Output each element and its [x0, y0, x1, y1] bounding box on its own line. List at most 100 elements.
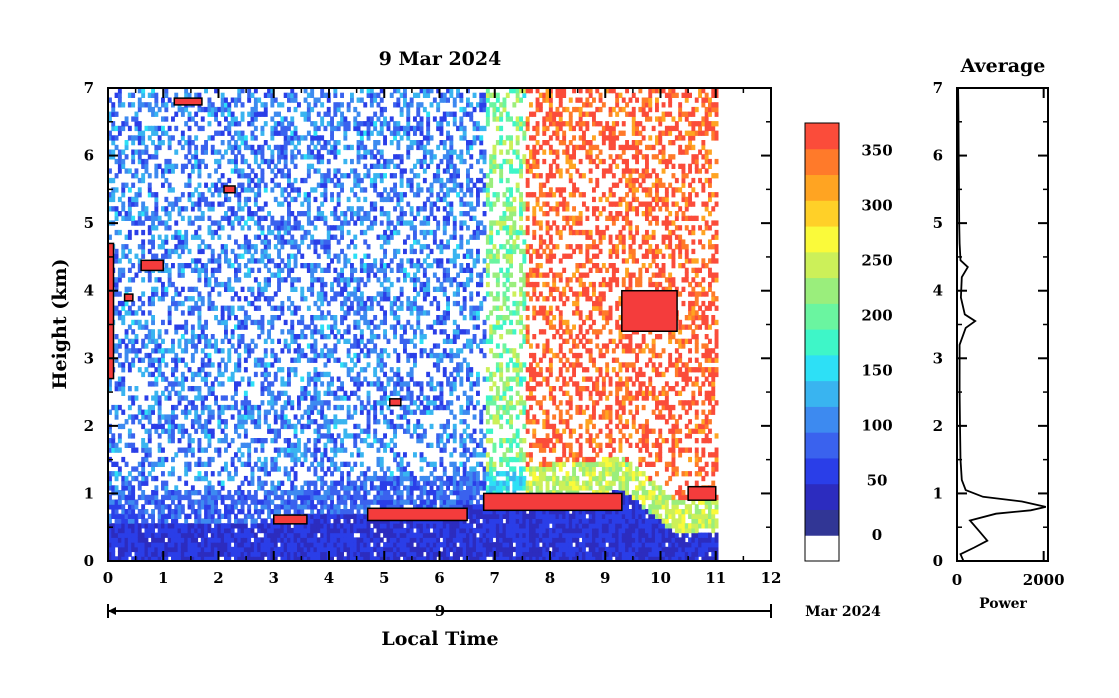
- heat-cell-4012: [376, 92, 381, 98]
- heat-cell-3126: [320, 480, 325, 486]
- heat-cell-2178: [257, 334, 262, 340]
- heat-cell-2621: [287, 395, 291, 401]
- heat-cell-2972: [310, 395, 315, 401]
- heat-cell-4086: [383, 485, 387, 491]
- heat-cell-2631: [287, 272, 291, 278]
- heat-cell-1041: [177, 244, 182, 250]
- heat-cell-1226: [190, 258, 195, 264]
- heat-cell-2001: [243, 201, 248, 207]
- heat-cell-4350: [399, 381, 404, 387]
- heat-cell-3666: [353, 106, 358, 113]
- heat-cell-1851: [234, 144, 238, 151]
- heat-cell-2190: [257, 220, 262, 226]
- heat-cell-1349: [200, 542, 205, 548]
- heat-cell-4906: [439, 551, 444, 557]
- heat-cell-2542: [280, 144, 285, 151]
- heat-cell-4625: [419, 523, 424, 529]
- heat-cell-2264: [263, 480, 268, 486]
- heat-cell-128: [114, 334, 119, 340]
- heat-cell-2180: [257, 319, 262, 326]
- heat-cell-3347: [333, 419, 338, 425]
- heat-cell-1706: [224, 258, 228, 264]
- heat-cell-1744: [227, 315, 232, 321]
- heat-cell-4599: [416, 267, 421, 273]
- heat-cell-4004: [376, 173, 381, 179]
- heat-cell-2941: [306, 154, 311, 160]
- heat-cell-2081: [250, 381, 255, 387]
- heat-cell-3653: [353, 253, 358, 259]
- heat-cell-617: [147, 92, 152, 98]
- heat-cell-1462: [207, 433, 212, 439]
- heat-cell-2922: [306, 357, 311, 363]
- heat-cell-2100: [250, 130, 255, 136]
- heat-cell-4527: [413, 523, 417, 529]
- heat-cell-1302: [197, 456, 202, 463]
- heat-cell-766: [157, 144, 162, 151]
- heat-cell-1229: [190, 206, 195, 212]
- heat-cell-1444: [207, 546, 212, 553]
- heat-cell-4336: [399, 499, 404, 505]
- heat-cell-1854: [234, 121, 238, 127]
- heat-cell-4062: [379, 163, 384, 169]
- heat-cell-692: [154, 381, 159, 387]
- heat-cell-3366: [333, 215, 338, 221]
- heat-cell-1740: [227, 357, 232, 363]
- heat-cell-1729: [227, 518, 232, 524]
- heat-cell-2058: [247, 97, 252, 103]
- heat-cell-2430: [273, 305, 278, 311]
- heat-cell-4194: [389, 423, 394, 430]
- heat-cell-4665: [419, 140, 424, 146]
- heat-cell-315: [127, 362, 132, 368]
- heat-cell-2978: [310, 329, 315, 335]
- heat-cell-3023: [313, 428, 318, 434]
- heat-cell-4361: [399, 258, 404, 264]
- heat-cell-1743: [227, 338, 232, 344]
- heat-cell-3532: [346, 527, 351, 534]
- heat-cell-3341: [333, 461, 338, 467]
- heat-cell-3767: [359, 140, 364, 146]
- heat-cell-133: [114, 281, 119, 288]
- heat-cell-3193: [323, 419, 328, 425]
- heat-cell-495: [141, 438, 146, 444]
- heat-cell-4750: [426, 286, 431, 292]
- heat-cell-1863: [237, 532, 242, 538]
- heat-cell-2144: [253, 158, 258, 165]
- heat-cell-2198: [257, 149, 262, 155]
- heat-cell-2381: [270, 229, 275, 236]
- heat-cell-4784: [429, 490, 434, 496]
- heat-cell-906: [167, 187, 172, 193]
- heat-cell-1757: [227, 177, 232, 184]
- heat-cell-4993: [442, 267, 447, 273]
- heat-cell-528: [144, 556, 149, 561]
- heat-cell-4269: [393, 88, 397, 94]
- heat-cell-3705: [356, 211, 361, 217]
- heat-cell-252: [124, 537, 129, 543]
- heat-cell-1686: [224, 504, 228, 510]
- heat-cell-3330: [333, 532, 338, 538]
- heat-cell-3235: [326, 494, 331, 501]
- heat-cell-4057: [379, 206, 384, 212]
- heat-cell-1487: [207, 206, 212, 212]
- heat-cell-1876: [237, 419, 242, 425]
- heat-cell-25: [108, 381, 112, 387]
- heat-cell-375: [131, 215, 136, 221]
- heat-cell-2138: [253, 211, 258, 217]
- heat-cell-4317: [396, 144, 401, 151]
- heat-cell-2821: [300, 494, 305, 501]
- heat-cell-841: [164, 386, 169, 392]
- heat-cell-1678: [224, 546, 228, 553]
- heat-cell-3464: [340, 272, 344, 278]
- heat-cell-1387: [200, 144, 205, 151]
- heat-cell-2530: [280, 239, 285, 245]
- heat-cell-3792: [363, 438, 368, 444]
- heat-cell-1379: [200, 248, 205, 255]
- heat-cell-535: [144, 523, 149, 529]
- heat-cell-4964: [442, 523, 447, 529]
- heat-cell-1788: [230, 329, 235, 335]
- heat-cell-2318: [267, 423, 271, 430]
- heat-cell-1395: [204, 537, 208, 543]
- heat-cell-3453: [340, 386, 344, 392]
- heat-cell-4149: [386, 423, 391, 430]
- heat-cell-3578: [350, 537, 354, 543]
- heat-cell-4103: [383, 329, 387, 335]
